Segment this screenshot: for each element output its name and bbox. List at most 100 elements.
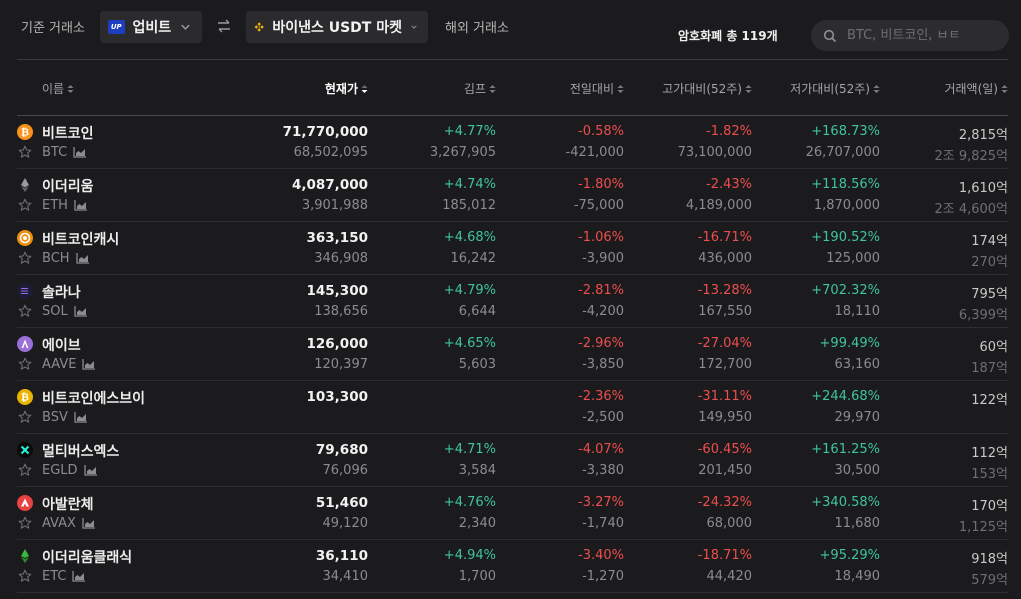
kimp-amount: 3,584 bbox=[458, 463, 496, 478]
chart-icon[interactable] bbox=[74, 306, 88, 317]
base-exchange-value: 업비트 bbox=[132, 20, 172, 36]
kimp-amount: 185,012 bbox=[442, 198, 496, 213]
favorite-star-icon[interactable] bbox=[18, 251, 32, 265]
table-row[interactable]: 멀티버스엑스 EGLD 79,680 76,096 +4.71% 3,584 -… bbox=[17, 434, 1008, 487]
favorite-star-icon[interactable] bbox=[18, 463, 32, 477]
target-exchange-value: 바이낸스 USDT 마켓 bbox=[272, 20, 402, 36]
swap-icon[interactable] bbox=[216, 19, 232, 33]
current-price: 103,300 bbox=[306, 389, 369, 405]
high-52w-price: 149,950 bbox=[698, 410, 752, 425]
volume-domestic: 918억 bbox=[971, 552, 1008, 567]
coin-name[interactable]: 비트코인에스브이 bbox=[42, 391, 146, 407]
ethereum-classic-icon bbox=[21, 549, 29, 563]
coin-symbol: AVAX bbox=[42, 516, 76, 531]
favorite-star-icon[interactable] bbox=[18, 569, 32, 583]
current-price: 36,110 bbox=[315, 548, 368, 564]
coin-name[interactable]: 비트코인 bbox=[42, 126, 94, 142]
high-52w-percent: -16.71% bbox=[697, 230, 752, 245]
volume-overseas: 2조 9,825억 bbox=[934, 145, 1008, 164]
table-row[interactable]: ₿ 비트코인 BTC 71,770,000 68,502,095 +4.77% … bbox=[17, 116, 1008, 169]
column-header-kimp[interactable]: 김프 bbox=[464, 80, 496, 97]
base-exchange-select[interactable]: UP 업비트 bbox=[100, 11, 202, 43]
prev-change-percent: -3.27% bbox=[578, 495, 624, 510]
coin-name[interactable]: 이더리움 bbox=[42, 179, 94, 195]
coin-name[interactable]: 솔라나 bbox=[42, 285, 81, 301]
coin-name[interactable]: 이더리움클래식 bbox=[42, 550, 133, 566]
coin-name[interactable]: 비트코인캐시 bbox=[42, 232, 120, 248]
favorite-star-icon[interactable] bbox=[18, 410, 32, 424]
overseas-price: 49,120 bbox=[322, 516, 369, 531]
kimp-percent: +4.94% bbox=[443, 548, 496, 563]
high-52w-percent: -31.11% bbox=[697, 389, 752, 404]
chart-icon[interactable] bbox=[74, 412, 88, 423]
top-divider bbox=[17, 59, 1008, 60]
low-52w-percent: +244.68% bbox=[811, 389, 880, 404]
volume-overseas: 270억 bbox=[971, 251, 1008, 270]
prev-change-amount: -1,740 bbox=[582, 516, 624, 531]
column-label: 이름 bbox=[42, 82, 65, 96]
favorite-star-icon[interactable] bbox=[18, 198, 32, 212]
prev-change-percent: -2.96% bbox=[578, 336, 624, 351]
volume-overseas: 579억 bbox=[971, 569, 1008, 588]
chart-icon[interactable] bbox=[75, 253, 90, 264]
search-input[interactable] bbox=[847, 28, 997, 43]
coin-name[interactable]: 아발란체 bbox=[42, 497, 94, 513]
favorite-star-icon[interactable] bbox=[18, 304, 32, 318]
column-header-low[interactable]: 저가대비(52주) bbox=[790, 80, 880, 97]
volume-overseas-eok: 270억 bbox=[971, 255, 1008, 270]
favorite-star-icon[interactable] bbox=[18, 145, 32, 159]
chart-icon[interactable] bbox=[82, 359, 96, 370]
chevron-down-icon bbox=[411, 25, 417, 29]
chart-icon[interactable] bbox=[83, 465, 98, 476]
current-price: 145,300 bbox=[306, 283, 369, 299]
table-row[interactable]: 솔라나 SOL 145,300 138,656 +4.79% 6,644 -2.… bbox=[17, 275, 1008, 328]
coin-name[interactable]: 멀티버스엑스 bbox=[42, 444, 120, 460]
high-52w-percent: -18.71% bbox=[697, 548, 752, 563]
sort-icon bbox=[1001, 84, 1008, 93]
volume-domestic: 2,815억 bbox=[958, 128, 1008, 143]
table-row[interactable]: 아발란체 AVAX 51,460 49,120 +4.76% 2,340 -3.… bbox=[17, 487, 1008, 540]
favorite-star-icon[interactable] bbox=[18, 516, 32, 530]
target-exchange-select[interactable]: 바이낸스 USDT 마켓 bbox=[246, 11, 428, 43]
table-row[interactable]: 에이브 AAVE 126,000 120,397 +4.65% 5,603 -2… bbox=[17, 328, 1008, 381]
low-52w-percent: +168.73% bbox=[811, 124, 880, 139]
svg-text:₿: ₿ bbox=[21, 127, 29, 139]
prev-change-percent: -1.80% bbox=[578, 177, 624, 192]
table-row[interactable]: 비트코인캐시 BCH 363,150 346,908 +4.68% 16,242… bbox=[17, 222, 1008, 275]
prev-change-amount: -1,270 bbox=[582, 569, 624, 584]
chart-icon[interactable] bbox=[74, 200, 88, 211]
search-box[interactable] bbox=[811, 20, 1009, 51]
volume-domestic: 60억 bbox=[979, 340, 1008, 355]
column-label: 김프 bbox=[463, 82, 486, 96]
table-row[interactable]: 이더리움클래식 ETC 36,110 34,410 +4.94% 1,700 -… bbox=[17, 540, 1008, 593]
favorite-star-icon[interactable] bbox=[18, 357, 32, 371]
prev-change-percent: -0.58% bbox=[578, 124, 624, 139]
kimp-percent: +4.65% bbox=[443, 336, 496, 351]
coin-symbol: BSV bbox=[42, 410, 68, 425]
low-52w-price: 125,000 bbox=[826, 251, 880, 266]
chart-icon[interactable] bbox=[82, 518, 96, 529]
volume-overseas-jo: 2조 bbox=[934, 202, 955, 217]
table-row[interactable]: ₿ 비트코인에스브이 BSV 103,300 -2.36% -2,500 -31… bbox=[17, 381, 1008, 434]
current-price: 126,000 bbox=[306, 336, 369, 352]
coin-name[interactable]: 에이브 bbox=[42, 338, 81, 354]
column-header-prev[interactable]: 전일대비 bbox=[570, 80, 624, 97]
volume-overseas: 6,399억 bbox=[959, 304, 1008, 323]
chart-icon[interactable] bbox=[72, 571, 86, 582]
avalanche-icon bbox=[17, 495, 33, 511]
low-52w-price: 29,970 bbox=[834, 410, 881, 425]
prev-change-amount: -75,000 bbox=[573, 198, 624, 213]
column-header-volume[interactable]: 거래액(일) bbox=[944, 80, 1008, 97]
coin-symbol-group: BCH bbox=[42, 251, 90, 266]
chart-icon[interactable] bbox=[73, 147, 87, 158]
column-header-high[interactable]: 고가대비(52주) bbox=[662, 80, 752, 97]
volume-overseas-eok: 1,125억 bbox=[958, 520, 1008, 535]
column-header-name[interactable]: 이름 bbox=[42, 80, 74, 97]
column-header-price[interactable]: 현재가 bbox=[325, 80, 368, 97]
sort-icon bbox=[617, 84, 624, 93]
sort-icon bbox=[873, 84, 880, 93]
table-row[interactable]: 이더리움 ETH 4,087,000 3,901,988 +4.74% 185,… bbox=[17, 169, 1008, 222]
high-52w-price: 73,100,000 bbox=[677, 145, 752, 160]
low-52w-percent: +161.25% bbox=[811, 442, 880, 457]
coin-symbol: SOL bbox=[42, 304, 68, 319]
